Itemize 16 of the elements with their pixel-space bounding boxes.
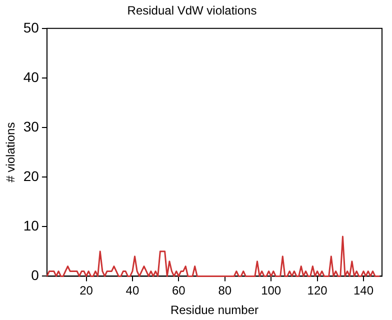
y-tick-label: 40 (23, 68, 40, 85)
x-tick-label: 100 (261, 284, 282, 298)
y-tick-label: 0 (31, 267, 40, 284)
x-tick-label: 20 (80, 284, 94, 298)
x-tick-label: 60 (172, 284, 186, 298)
y-tick-label: 30 (23, 118, 40, 134)
y-tick-label: 50 (23, 19, 40, 36)
y-axis-title: # violations (4, 122, 18, 182)
y-tick-label: 20 (23, 168, 40, 184)
x-axis-title: Residue number (170, 303, 259, 318)
y-tick-label: 10 (23, 218, 40, 234)
x-tick-label: 80 (218, 284, 232, 298)
x-tick-label: 120 (307, 284, 328, 298)
chart-title: Residual VdW violations (127, 4, 257, 18)
x-tick-label: 40 (126, 284, 140, 298)
x-tick-label: 140 (354, 284, 374, 298)
